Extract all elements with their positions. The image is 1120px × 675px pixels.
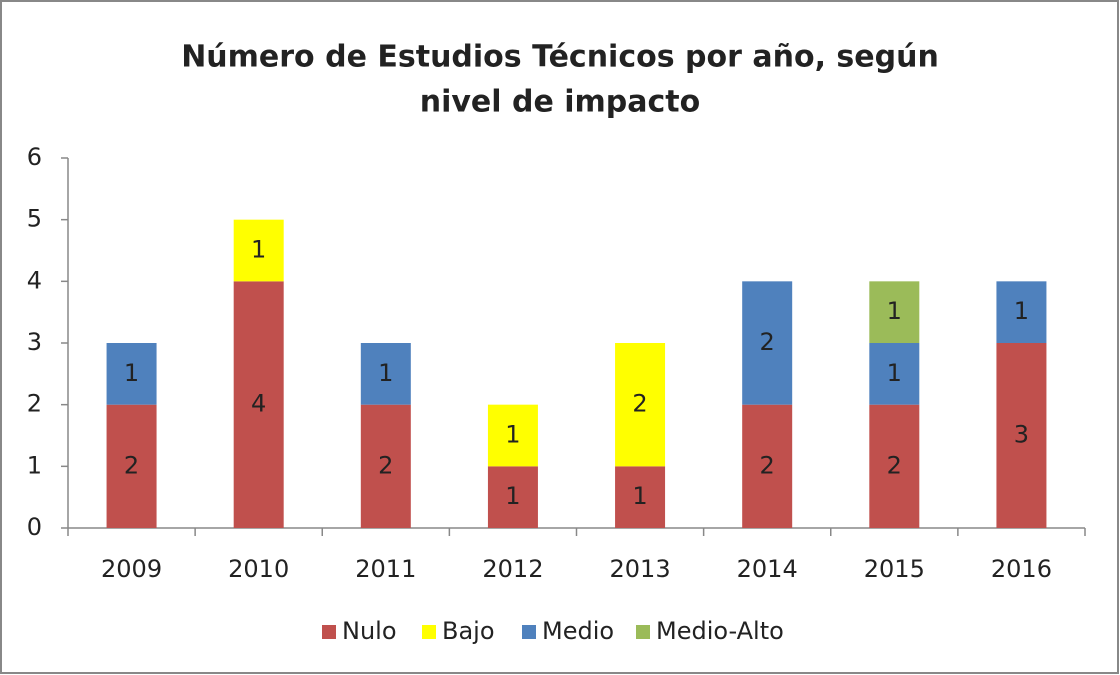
chart-title: nivel de impacto <box>420 85 701 120</box>
data-label: 1 <box>887 297 902 325</box>
y-tick-label: 1 <box>27 451 42 479</box>
data-label: 1 <box>505 421 520 449</box>
bar-segment <box>742 281 793 405</box>
legend-label: Bajo <box>442 617 495 645</box>
legend-swatch <box>522 625 536 639</box>
data-label: 1 <box>505 482 520 510</box>
legend-swatch <box>322 625 336 639</box>
data-label: 2 <box>632 390 647 418</box>
x-tick-label: 2016 <box>991 555 1052 583</box>
y-tick-label: 5 <box>27 205 42 233</box>
bar-segment <box>233 219 284 282</box>
bar-segment <box>487 404 538 467</box>
bar-segment <box>615 343 666 467</box>
bar-segment <box>360 343 411 405</box>
legend-swatch <box>636 625 650 639</box>
bar-segment <box>360 404 411 528</box>
bar-segment <box>233 281 284 528</box>
bar-segment <box>106 404 157 528</box>
data-label: 1 <box>887 359 902 387</box>
y-tick-label: 2 <box>27 390 42 418</box>
bar-segment <box>615 466 666 528</box>
data-label: 4 <box>251 390 266 418</box>
y-tick-label: 6 <box>27 143 42 171</box>
x-tick-label: 2011 <box>355 555 416 583</box>
y-tick-label: 3 <box>27 328 42 356</box>
bar-segment <box>742 404 793 528</box>
y-tick-label: 0 <box>27 513 42 541</box>
bar-segment <box>869 404 920 528</box>
x-tick-label: 2010 <box>228 555 289 583</box>
data-label: 2 <box>760 451 775 479</box>
bar-segment <box>996 343 1047 528</box>
x-tick-label: 2012 <box>482 555 543 583</box>
data-label: 1 <box>632 482 647 510</box>
bar-segment <box>869 281 920 343</box>
bar-segment <box>487 466 538 528</box>
data-label: 2 <box>378 451 393 479</box>
data-label: 2 <box>124 451 139 479</box>
legend-swatch <box>422 625 436 639</box>
y-tick-label: 4 <box>27 266 42 294</box>
data-label: 2 <box>760 328 775 356</box>
x-tick-label: 2009 <box>101 555 162 583</box>
data-label: 1 <box>251 236 266 264</box>
data-label: 3 <box>1014 421 1029 449</box>
bar-segment <box>869 343 920 405</box>
bar-segment <box>996 281 1047 343</box>
legend-label: Medio-Alto <box>656 617 784 645</box>
bar-segment <box>106 343 157 405</box>
data-label: 1 <box>124 359 139 387</box>
chart-title: Número de Estudios Técnicos por año, seg… <box>181 40 939 75</box>
legend-label: Medio <box>542 617 614 645</box>
data-label: 1 <box>1014 297 1029 325</box>
x-tick-label: 2015 <box>864 555 925 583</box>
data-label: 1 <box>378 359 393 387</box>
x-tick-label: 2013 <box>610 555 671 583</box>
legend-label: Nulo <box>342 617 397 645</box>
x-tick-label: 2014 <box>737 555 798 583</box>
data-label: 2 <box>887 451 902 479</box>
